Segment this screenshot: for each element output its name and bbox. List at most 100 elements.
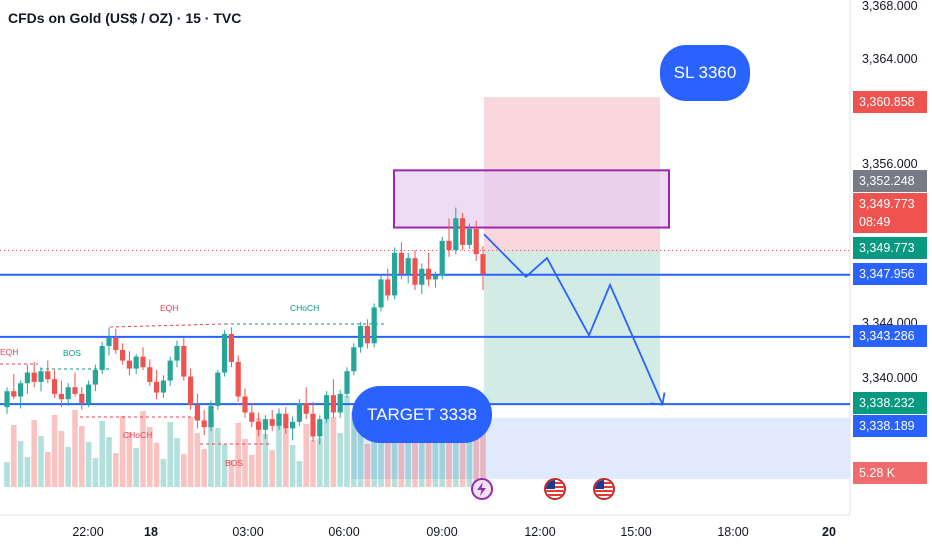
volume-bar xyxy=(153,443,160,487)
candle-body xyxy=(419,268,425,285)
volume-bar xyxy=(126,432,133,487)
projected-path-arrowhead xyxy=(650,392,666,406)
price-tag-stop: 3,360.858 xyxy=(853,91,927,113)
candle-body xyxy=(58,393,64,400)
supply-zone xyxy=(393,169,670,229)
candle-body xyxy=(385,279,391,296)
volume-bar xyxy=(221,444,228,487)
candle-body xyxy=(317,419,323,437)
volume-bar xyxy=(133,448,139,487)
candle-body xyxy=(140,356,146,368)
volume-bar xyxy=(113,453,119,487)
price-tag-countdown: 08:49 xyxy=(859,215,891,229)
volume-bar xyxy=(419,413,425,487)
candle-body xyxy=(412,258,418,285)
candle-body xyxy=(466,228,472,245)
volume-bar xyxy=(174,438,180,487)
volume-bar xyxy=(119,416,126,487)
candle-body xyxy=(378,279,384,308)
candle-body xyxy=(31,372,37,382)
candle-body xyxy=(473,228,479,255)
volume-bar xyxy=(235,423,241,487)
volume-bar xyxy=(459,403,466,487)
price-tag-last-value: 3,349.773 xyxy=(859,197,915,211)
candle-body xyxy=(45,371,51,380)
candle-body xyxy=(52,379,58,394)
candle-body xyxy=(330,395,336,413)
candle-body xyxy=(235,361,241,397)
volume-bar xyxy=(58,431,65,487)
volume-bar xyxy=(147,427,153,487)
volume-bar xyxy=(364,444,371,487)
volume-bar xyxy=(228,460,235,487)
lightning-icon[interactable] xyxy=(471,478,493,500)
candle-body xyxy=(480,254,486,275)
eqh-label-left: EQH xyxy=(0,347,19,357)
candle-body xyxy=(113,337,119,350)
candle-body xyxy=(228,333,234,362)
volume-bar xyxy=(65,447,71,487)
volume-bar xyxy=(99,421,105,487)
volume-bar xyxy=(473,435,479,487)
candle-body xyxy=(133,356,139,369)
candle-body xyxy=(364,326,370,344)
volume-bar xyxy=(296,461,303,487)
candle-body xyxy=(426,268,432,280)
candle-body xyxy=(188,376,194,405)
volume-bar xyxy=(391,402,398,487)
volume-bar xyxy=(337,433,343,487)
volume-bar xyxy=(51,415,58,487)
price-tag-level-3: 3,338.232 xyxy=(853,392,927,414)
candle-body xyxy=(453,218,459,251)
volume-bar xyxy=(79,426,85,487)
candle-body xyxy=(249,412,255,422)
candle-body xyxy=(242,396,248,413)
volume-bar xyxy=(303,424,309,487)
eqh-line xyxy=(109,323,226,328)
candle-body xyxy=(371,307,377,344)
y-axis-label: 3,340.000 xyxy=(862,371,918,385)
volume-bar xyxy=(45,452,51,487)
volume-bar xyxy=(208,412,214,487)
candle-body xyxy=(303,403,309,414)
volume-bar xyxy=(11,425,17,487)
candle-body xyxy=(86,384,92,404)
volume-bar xyxy=(262,434,269,487)
candle-body xyxy=(120,349,126,361)
volume-bar xyxy=(378,423,384,487)
volume-bar xyxy=(398,418,405,487)
y-axis-label: 3,368.000 xyxy=(862,0,918,13)
target-bubble[interactable]: TARGET 3338 xyxy=(352,386,492,443)
volume-bar xyxy=(317,438,323,487)
candle-body xyxy=(405,258,411,275)
candle-body xyxy=(99,345,105,370)
candle-body xyxy=(358,326,364,348)
volume-bar xyxy=(38,436,44,487)
price-tag-last: 3,349.773 08:49 xyxy=(853,193,927,233)
candle-body xyxy=(194,404,200,421)
x-axis-label: 03:00 xyxy=(232,525,264,539)
volume-bar xyxy=(466,419,473,487)
volume-bar xyxy=(425,429,432,487)
price-tag-level-2: 3,343.286 xyxy=(853,325,927,347)
volume-bar xyxy=(140,411,146,487)
candle-body xyxy=(92,369,98,385)
candle-body xyxy=(262,419,268,430)
volume-bar xyxy=(351,412,357,487)
candle-body xyxy=(65,387,71,400)
volume-bar xyxy=(4,462,10,487)
chart-title: CFDs on Gold (US$ / OZ) · 15 · TVC xyxy=(8,10,242,26)
volume-bar xyxy=(446,424,452,487)
us-flag-icon[interactable] xyxy=(593,478,615,500)
x-axis-label: 06:00 xyxy=(328,525,360,539)
stop-loss-bubble[interactable]: SL 3360 xyxy=(660,45,750,101)
volume-bar xyxy=(480,398,486,487)
us-flag-icon[interactable] xyxy=(544,478,566,500)
candle-body xyxy=(324,395,330,420)
candle-body xyxy=(201,420,207,428)
candle-body xyxy=(344,371,350,394)
candle-body xyxy=(283,413,289,429)
candle-body xyxy=(398,252,404,275)
x-axis-label: 22:00 xyxy=(72,525,104,539)
